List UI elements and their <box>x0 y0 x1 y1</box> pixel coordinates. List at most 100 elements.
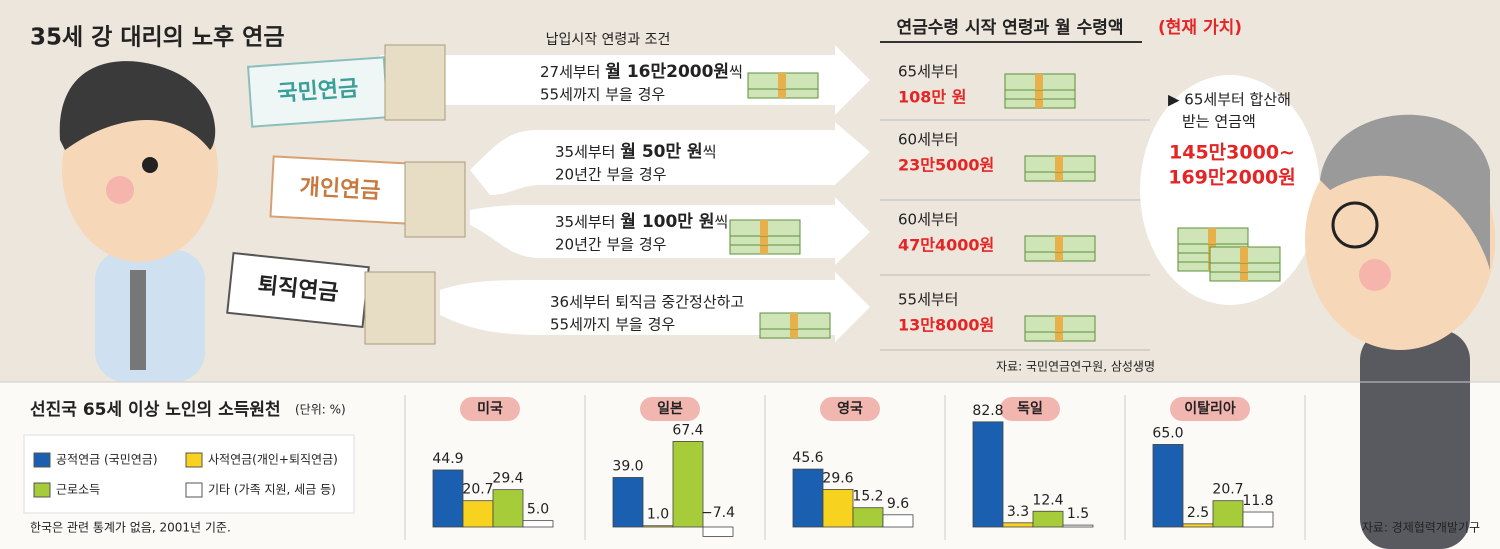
bar <box>1152 444 1184 528</box>
country-name: 일본 <box>657 401 683 417</box>
value-label: −7.4 <box>701 505 735 521</box>
value-label: 20.7 <box>1212 482 1243 498</box>
value-label: 2.5 <box>1187 505 1209 521</box>
legend-box <box>23 434 355 514</box>
value-label: 82.8 <box>972 403 1003 419</box>
income-title: 선진국 65세 이상 노인의 소득원천 <box>30 400 281 420</box>
condition-line: 20년간 부을 경우 <box>555 236 667 254</box>
condition-text: 27세부터 <box>540 63 605 81</box>
separators <box>880 119 1150 351</box>
value-label: 29.4 <box>492 471 523 487</box>
money-band <box>1035 92 1043 108</box>
money-band <box>1055 156 1063 172</box>
value-label: 67.4 <box>672 422 703 438</box>
bar <box>852 507 884 528</box>
cheek <box>1359 259 1391 291</box>
bar <box>972 421 1004 528</box>
condition-text: 35세부터 <box>555 143 620 161</box>
plan-boxes <box>226 56 411 329</box>
receipt-header: 연금수령 시작 연령과 월 수령액 <box>897 17 1124 38</box>
hair <box>59 61 216 150</box>
tie <box>130 270 146 370</box>
legend-label: 공적연금 (국민연금) <box>56 453 158 467</box>
bar <box>1242 511 1274 528</box>
value-label: 45.6 <box>792 450 823 466</box>
country-name: 미국 <box>477 401 503 417</box>
money-band <box>1035 74 1043 90</box>
legend-swatch <box>185 482 203 498</box>
legend-label: 기타 (가족 지원, 세금 등) <box>208 483 336 497</box>
money-band <box>1208 237 1216 253</box>
money-band <box>760 238 768 254</box>
condition-line: 35세부터 월 100만 원씩 <box>555 212 728 232</box>
condition-bold: 월 50만 원 <box>620 142 702 162</box>
receipt-amount: 47만4000원 <box>898 236 994 255</box>
money-band <box>778 73 786 89</box>
value-label: 12.4 <box>1032 492 1063 508</box>
money-band <box>1055 245 1063 261</box>
income-source: 자료: 경제협력개발기구 <box>1362 521 1480 535</box>
country-name: 영국 <box>837 400 863 417</box>
bar <box>672 441 704 528</box>
shirt <box>95 250 205 382</box>
plan-name: 국민연금 <box>277 76 360 107</box>
money-band <box>790 322 798 338</box>
receipt-age: 65세부터 <box>898 63 959 81</box>
legend-swatch <box>185 452 203 468</box>
bar <box>492 489 524 528</box>
eye <box>142 157 158 173</box>
legend-label: 사적연금(개인+퇴직연금) <box>208 453 338 467</box>
bar <box>1032 510 1064 528</box>
receipt-amount: 23만5000원 <box>898 156 994 175</box>
glasses <box>1331 201 1379 249</box>
value-label: 20.7 <box>462 482 493 498</box>
banknote <box>364 271 436 345</box>
condition-line: 55세까지 부을 경우 <box>550 316 675 334</box>
bar <box>432 469 464 528</box>
cheek <box>106 176 134 204</box>
country-pill <box>1000 397 1060 421</box>
country-name: 이탈리아 <box>1184 400 1236 417</box>
bar <box>792 468 824 528</box>
condition-bold: 월 100만 원 <box>620 212 714 232</box>
bar <box>882 514 914 528</box>
condition-line: 20년간 부을 경우 <box>555 166 667 184</box>
condition-text: 36세부터 퇴직금 중간정산하고 <box>550 293 744 311</box>
country-pill <box>640 397 700 421</box>
condition-line: 27세부터 월 16만2000원씩 <box>540 62 743 82</box>
country-pill <box>1170 397 1250 421</box>
money-band <box>1055 236 1063 252</box>
value-label: 29.6 <box>822 470 853 486</box>
left-character <box>59 61 218 382</box>
bar <box>522 520 554 528</box>
bar <box>702 526 734 537</box>
total-amount: 145만3000~ <box>1169 142 1295 164</box>
money-band <box>760 220 768 236</box>
country-name: 독일 <box>1017 401 1043 417</box>
income-unit: (단위: %) <box>295 403 346 417</box>
value-label: 65.0 <box>1152 425 1183 441</box>
country-pill <box>460 397 520 421</box>
source: 자료: 국민연금연구원, 삼성생명 <box>996 360 1155 374</box>
money-band <box>1055 165 1063 181</box>
hair <box>1320 114 1490 270</box>
receipt-age: 60세부터 <box>898 211 959 229</box>
receipt-age: 55세부터 <box>898 291 959 309</box>
total-note: ▶ 65세부터 합산해 <box>1168 91 1291 109</box>
money-band <box>1240 256 1248 272</box>
legend-label: 근로소득 <box>56 483 100 497</box>
money-band <box>1208 228 1216 244</box>
income-note: 한국은 관련 통계가 없음, 2001년 기준. <box>30 521 231 535</box>
right-character <box>1305 114 1495 549</box>
value-label: 5.0 <box>527 502 549 518</box>
bar <box>1182 523 1214 528</box>
value-label: 9.6 <box>887 496 909 512</box>
condition-text: 씩 <box>715 213 729 231</box>
money-band <box>778 82 786 98</box>
money-band <box>1240 265 1248 281</box>
banknotes <box>364 44 466 345</box>
value-label: 11.8 <box>1242 493 1273 509</box>
condition-line: 55세까지 부을 경우 <box>540 86 665 104</box>
plan-name: 개인연금 <box>299 175 381 204</box>
shirt <box>1360 330 1470 549</box>
